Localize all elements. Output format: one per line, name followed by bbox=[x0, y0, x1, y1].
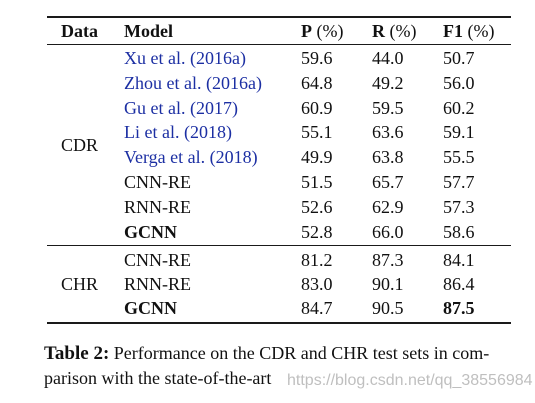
group-label: CHR bbox=[61, 274, 99, 294]
recall-value: 59.5 bbox=[372, 98, 404, 118]
caption-line-2: parison with the state-of-the-art bbox=[44, 368, 272, 388]
caption-line-1: Performance on the CDR and CHR test sets… bbox=[113, 343, 490, 363]
recall-value: 44.0 bbox=[372, 48, 404, 68]
citation-link[interactable]: Li et al. (2018) bbox=[124, 122, 232, 142]
model-name: RNN-RE bbox=[124, 274, 191, 294]
precision-value: 49.9 bbox=[301, 147, 333, 167]
f1-value: 50.7 bbox=[443, 48, 475, 68]
f1-value: 55.5 bbox=[443, 147, 475, 167]
f1-value: 84.1 bbox=[443, 250, 475, 270]
f1-value: 60.2 bbox=[443, 98, 475, 118]
header-model: Model bbox=[124, 21, 173, 41]
recall-value: 62.9 bbox=[372, 197, 404, 217]
recall-value: 90.5 bbox=[372, 298, 404, 318]
f1-value: 58.6 bbox=[443, 222, 475, 242]
precision-value: 83.0 bbox=[301, 274, 333, 294]
table-bottom-rule bbox=[47, 322, 511, 324]
model-name: RNN-RE bbox=[124, 197, 191, 217]
table-caption: Table 2: Performance on the CDR and CHR … bbox=[44, 341, 514, 390]
f1-value: 57.3 bbox=[443, 197, 475, 217]
precision-value: 52.6 bbox=[301, 197, 333, 217]
group-label: CDR bbox=[61, 135, 99, 155]
header-recall: R (%) bbox=[372, 21, 417, 41]
f1-value: 57.7 bbox=[443, 172, 475, 192]
recall-value: 87.3 bbox=[372, 250, 404, 270]
citation-link[interactable]: Verga et al. (2018) bbox=[124, 147, 258, 167]
recall-value: 66.0 bbox=[372, 222, 404, 242]
citation-link[interactable]: Gu et al. (2017) bbox=[124, 98, 238, 118]
f1-value: 87.5 bbox=[443, 298, 475, 318]
recall-value: 63.8 bbox=[372, 147, 404, 167]
caption-label: Table 2: bbox=[44, 343, 110, 364]
recall-value: 63.6 bbox=[372, 122, 404, 142]
precision-value: 60.9 bbox=[301, 98, 333, 118]
model-name: GCNN bbox=[124, 298, 177, 318]
header-f1: F1 (%) bbox=[443, 21, 495, 41]
recall-value: 65.7 bbox=[372, 172, 404, 192]
f1-value: 86.4 bbox=[443, 274, 475, 294]
precision-value: 59.6 bbox=[301, 48, 333, 68]
header-precision: P (%) bbox=[301, 21, 344, 41]
citation-link[interactable]: Xu et al. (2016a) bbox=[124, 48, 246, 68]
precision-value: 51.5 bbox=[301, 172, 333, 192]
f1-value: 56.0 bbox=[443, 73, 475, 93]
recall-value: 90.1 bbox=[372, 274, 404, 294]
table-top-rule bbox=[47, 16, 511, 18]
precision-value: 52.8 bbox=[301, 222, 333, 242]
citation-link[interactable]: Zhou et al. (2016a) bbox=[124, 73, 262, 93]
header-data: Data bbox=[61, 21, 98, 41]
precision-value: 64.8 bbox=[301, 73, 333, 93]
recall-value: 49.2 bbox=[372, 73, 404, 93]
precision-value: 84.7 bbox=[301, 298, 333, 318]
precision-value: 55.1 bbox=[301, 122, 333, 142]
precision-value: 81.2 bbox=[301, 250, 333, 270]
model-name: CNN-RE bbox=[124, 172, 191, 192]
table-header-rule bbox=[47, 44, 511, 45]
table-group-rule bbox=[47, 245, 511, 246]
model-name: GCNN bbox=[124, 222, 177, 242]
model-name: CNN-RE bbox=[124, 250, 191, 270]
watermark: https://blog.csdn.net/qq_38556984 bbox=[287, 372, 533, 389]
f1-value: 59.1 bbox=[443, 122, 475, 142]
